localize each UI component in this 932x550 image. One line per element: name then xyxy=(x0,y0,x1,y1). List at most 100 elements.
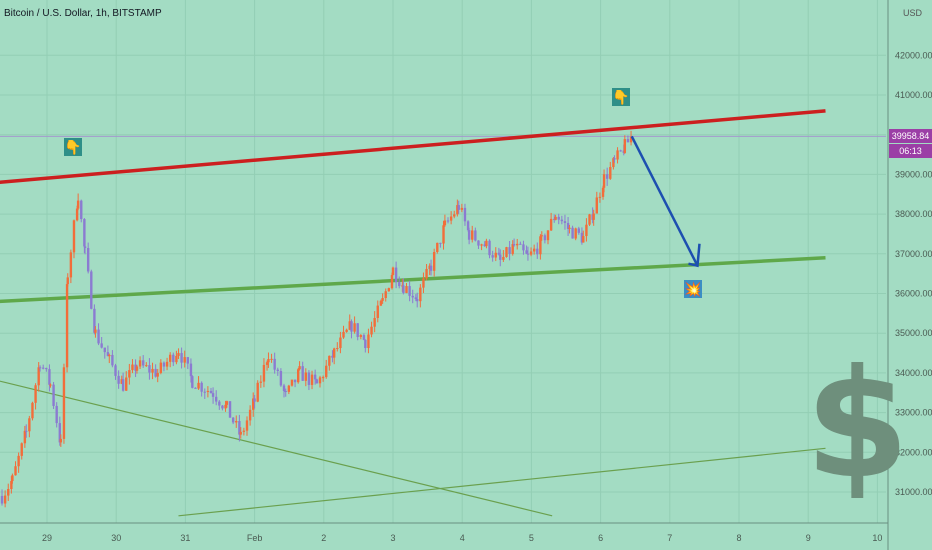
candle-body xyxy=(231,417,235,423)
candle-body xyxy=(177,353,180,356)
candle-body xyxy=(616,150,619,160)
candle-body xyxy=(422,278,425,288)
candle-body xyxy=(45,368,48,370)
candle-body xyxy=(577,228,581,233)
time-tick-label: Feb xyxy=(247,533,263,543)
candle-body xyxy=(38,367,42,369)
candle-body xyxy=(449,216,453,221)
candle-body xyxy=(186,357,190,364)
candle-body xyxy=(117,375,120,384)
candle-body xyxy=(379,300,383,306)
candle-body xyxy=(52,384,55,406)
candle-body xyxy=(214,396,218,402)
candle-body xyxy=(460,207,464,210)
candle-body xyxy=(253,398,256,402)
projection-arrow-head xyxy=(688,243,701,268)
candle-body xyxy=(175,355,178,363)
candle-body xyxy=(432,252,436,271)
price-tick-label: 39000.00 xyxy=(895,169,932,179)
candle-body xyxy=(48,369,51,385)
current-price-tag: 39958.84 xyxy=(889,129,932,144)
candle-body xyxy=(566,222,570,229)
candle-body xyxy=(162,362,166,367)
candle-body xyxy=(367,334,370,349)
candle-body xyxy=(206,390,210,392)
candle-body xyxy=(120,379,123,384)
time-tick-label: 4 xyxy=(460,533,465,543)
candle-body xyxy=(414,297,418,300)
candle-body xyxy=(203,391,206,393)
candle-body xyxy=(626,139,630,143)
candle-body xyxy=(488,240,491,256)
candle-body xyxy=(373,317,376,327)
candle-body xyxy=(553,218,556,220)
candle-body xyxy=(345,329,348,332)
candle-body xyxy=(499,254,502,260)
candle-body xyxy=(511,244,514,254)
candle-body xyxy=(218,401,221,406)
candle-body xyxy=(228,401,232,418)
candle-body xyxy=(546,230,550,241)
candle-body xyxy=(145,365,148,367)
candle-body xyxy=(121,379,125,391)
candle-body xyxy=(497,252,501,255)
candle-body xyxy=(446,220,450,222)
candle-body xyxy=(49,384,52,386)
time-tick-label: 9 xyxy=(806,533,811,543)
candle-body xyxy=(325,365,328,378)
candle-body xyxy=(336,348,339,350)
projection-arrow-shaft xyxy=(630,135,699,267)
time-tick-label: 8 xyxy=(736,533,741,543)
candle-body xyxy=(221,405,224,409)
candle-body xyxy=(540,235,543,237)
candle-body xyxy=(75,208,79,221)
candle-body xyxy=(293,379,297,383)
time-tick-label: 7 xyxy=(667,533,672,543)
candle-body xyxy=(55,405,58,424)
price-tick-label: 35000.00 xyxy=(895,328,932,338)
price-tick-label: 32000.00 xyxy=(895,447,932,457)
candle-body xyxy=(353,323,356,332)
candle-body xyxy=(543,235,547,241)
candle-body xyxy=(467,230,471,240)
candle-body xyxy=(502,256,505,260)
candle-body xyxy=(466,221,470,231)
candle-body xyxy=(623,139,627,153)
candle-body xyxy=(80,200,83,220)
candle-body xyxy=(580,232,584,243)
candle-body xyxy=(238,420,241,435)
candle-body xyxy=(588,214,591,225)
time-tick-label: 6 xyxy=(598,533,603,543)
candle-body xyxy=(194,387,197,389)
candle-body xyxy=(83,219,86,247)
candle-body xyxy=(605,174,609,179)
time-tick-label: 3 xyxy=(390,533,395,543)
explosion-icon: 💥 xyxy=(684,280,702,298)
candle-body xyxy=(245,420,249,431)
candle-body xyxy=(239,431,242,435)
candle-body xyxy=(134,364,137,371)
candle-body xyxy=(532,248,536,252)
candle-body xyxy=(362,335,366,340)
time-tick-label: 30 xyxy=(111,533,121,543)
candle-body xyxy=(276,369,279,371)
candle-body xyxy=(574,228,577,239)
candle-body xyxy=(477,240,480,246)
candle-body xyxy=(34,385,37,403)
candle-body xyxy=(480,244,483,246)
candle-body xyxy=(58,423,62,443)
candle-body xyxy=(273,358,276,370)
candle-body xyxy=(602,174,606,188)
currency-label: USD xyxy=(902,8,922,18)
price-tick-label: 31000.00 xyxy=(895,487,932,497)
candle-body xyxy=(138,360,142,367)
candle-body xyxy=(331,355,334,358)
bar-countdown: 06:13 xyxy=(889,144,932,159)
candle-body xyxy=(307,372,311,385)
candle-body xyxy=(0,495,4,504)
candle-body xyxy=(356,323,359,337)
time-tick-label: 2 xyxy=(321,533,326,543)
candle-body xyxy=(151,368,154,373)
candle-body xyxy=(381,298,384,301)
